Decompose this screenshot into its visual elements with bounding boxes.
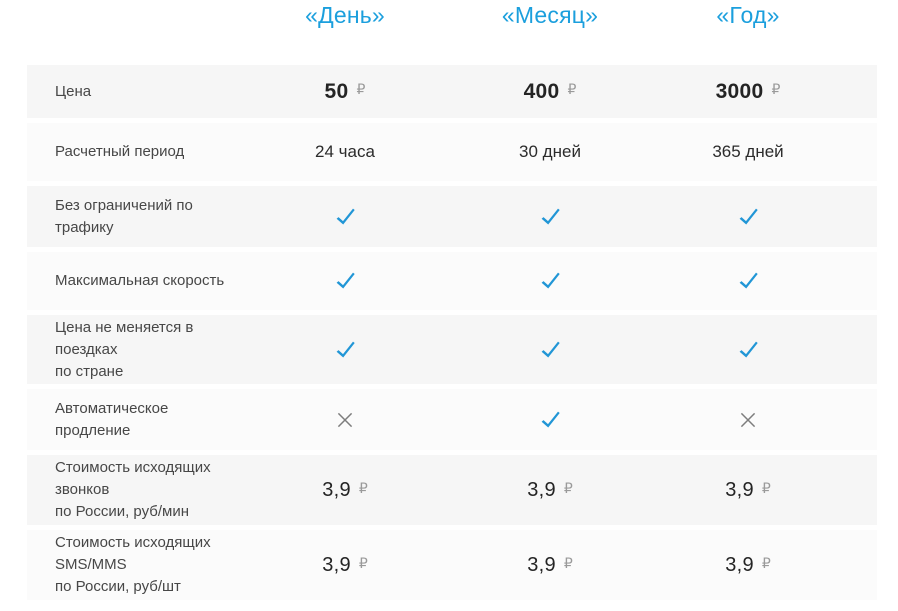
bool-cell <box>245 389 445 450</box>
table-row: Максимальная скорость <box>27 252 877 310</box>
check-icon <box>737 339 759 361</box>
price-cell: 3,9 ₽ <box>245 455 445 525</box>
ruble-sign: ₽ <box>356 81 366 97</box>
ruble-sign: ₽ <box>567 81 577 97</box>
check-icon <box>539 409 561 431</box>
row-label-line: Без ограничений по трафику <box>55 196 193 236</box>
text-cell: 365 дней <box>655 123 841 181</box>
row-label-line: Цена не меняется в поездках <box>55 318 194 358</box>
price-cell: 3,9 ₽ <box>655 530 841 600</box>
row-label-line: по России, руб/шт <box>55 578 181 595</box>
row-label-line: по стране <box>55 362 124 380</box>
row-label-line: Расчетный период <box>55 143 185 160</box>
row-label: Автоматическое продление <box>27 398 245 442</box>
check-icon <box>539 206 561 228</box>
table-row: Автоматическое продление <box>27 389 877 450</box>
row-label-line: по России, руб/мин <box>55 503 189 520</box>
table-row: Расчетный период 24 часа 30 дней 365 дней <box>27 123 877 181</box>
row-label: Стоимость исходящих звонков по России, ру… <box>27 457 245 523</box>
check-icon <box>737 206 759 228</box>
check-icon <box>334 206 356 228</box>
bool-cell <box>655 186 841 247</box>
price-cell: 3,9 ₽ <box>655 455 841 525</box>
row-label-line: Стоимость исходящих SMS/MMS <box>55 534 211 573</box>
row-label: Стоимость исходящих SMS/MMS по России, ру… <box>27 532 245 598</box>
ruble-sign: ₽ <box>358 479 368 496</box>
bool-cell <box>655 252 841 310</box>
price-value: 3,9 <box>527 478 556 501</box>
text-value: 24 часа <box>315 142 375 161</box>
row-label: Максимальная скорость <box>27 270 245 292</box>
price-value: 3,9 <box>322 478 351 501</box>
row-label-line: Автоматическое продление <box>55 399 169 439</box>
table-row: Стоимость исходящих SMS/MMS по России, ру… <box>27 530 877 600</box>
ruble-sign: ₽ <box>358 554 368 571</box>
price-value: 50 <box>324 79 349 103</box>
bool-cell <box>655 389 841 450</box>
check-icon <box>334 270 356 292</box>
text-cell: 30 дней <box>445 123 655 181</box>
bool-cell <box>445 186 655 247</box>
column-header-year[interactable]: «Год» <box>716 2 780 28</box>
bool-cell <box>245 315 445 384</box>
price-cell: 3000 ₽ <box>655 65 841 118</box>
check-icon <box>737 270 759 292</box>
bool-cell <box>445 252 655 310</box>
table-row: Цена 50 ₽400 ₽3000 ₽ <box>27 65 877 118</box>
table-row: Без ограничений по трафику <box>27 186 877 247</box>
bool-cell <box>245 252 445 310</box>
ruble-sign: ₽ <box>563 554 573 571</box>
price-cell: 400 ₽ <box>445 65 655 118</box>
ruble-sign: ₽ <box>563 479 573 496</box>
text-value: 365 дней <box>712 142 784 161</box>
table-body: Цена 50 ₽400 ₽3000 ₽ Расчетный период 24 часа 3… <box>27 65 877 600</box>
check-icon <box>539 339 561 361</box>
ruble-sign: ₽ <box>771 81 781 97</box>
cross-icon <box>335 410 355 430</box>
price-cell: 3,9 ₽ <box>445 530 655 600</box>
price-value: 400 <box>523 79 560 103</box>
price-value: 3,9 <box>322 553 351 576</box>
ruble-sign: ₽ <box>761 479 771 496</box>
row-label-line: Максимальная скорость <box>55 272 225 289</box>
row-label: Цена <box>27 81 245 103</box>
text-value: 30 дней <box>519 142 581 161</box>
ruble-sign: ₽ <box>761 554 771 571</box>
header-spacer <box>27 2 245 36</box>
row-label: Расчетный период <box>27 141 245 163</box>
column-header-day[interactable]: «День» <box>305 2 385 28</box>
tariff-comparison-table: «День» «Месяц» «Год» Цена 50 ₽400 ₽3000 ₽ Рас… <box>27 2 877 600</box>
price-cell: 3,9 ₽ <box>445 455 655 525</box>
text-cell: 24 часа <box>245 123 445 181</box>
table-row: Цена не меняется в поездках по стране <box>27 315 877 384</box>
column-header-month[interactable]: «Месяц» <box>501 2 599 28</box>
price-cell: 50 ₽ <box>245 65 445 118</box>
check-icon <box>334 339 356 361</box>
bool-cell <box>445 315 655 384</box>
cross-icon <box>738 410 758 430</box>
row-label: Без ограничений по трафику <box>27 195 245 239</box>
price-value: 3,9 <box>725 553 754 576</box>
table-row: Стоимость исходящих звонков по России, ру… <box>27 455 877 525</box>
bool-cell <box>445 389 655 450</box>
row-label-line: Стоимость исходящих звонков <box>55 459 211 498</box>
table-header-row: «День» «Месяц» «Год» <box>27 2 877 36</box>
price-value: 3000 <box>715 79 764 103</box>
price-cell: 3,9 ₽ <box>245 530 445 600</box>
row-label-line: Цена <box>55 82 92 100</box>
check-icon <box>539 270 561 292</box>
bool-cell <box>655 315 841 384</box>
price-value: 3,9 <box>527 553 556 576</box>
bool-cell <box>245 186 445 247</box>
price-value: 3,9 <box>725 478 754 501</box>
row-label: Цена не меняется в поездках по стране <box>27 317 245 383</box>
